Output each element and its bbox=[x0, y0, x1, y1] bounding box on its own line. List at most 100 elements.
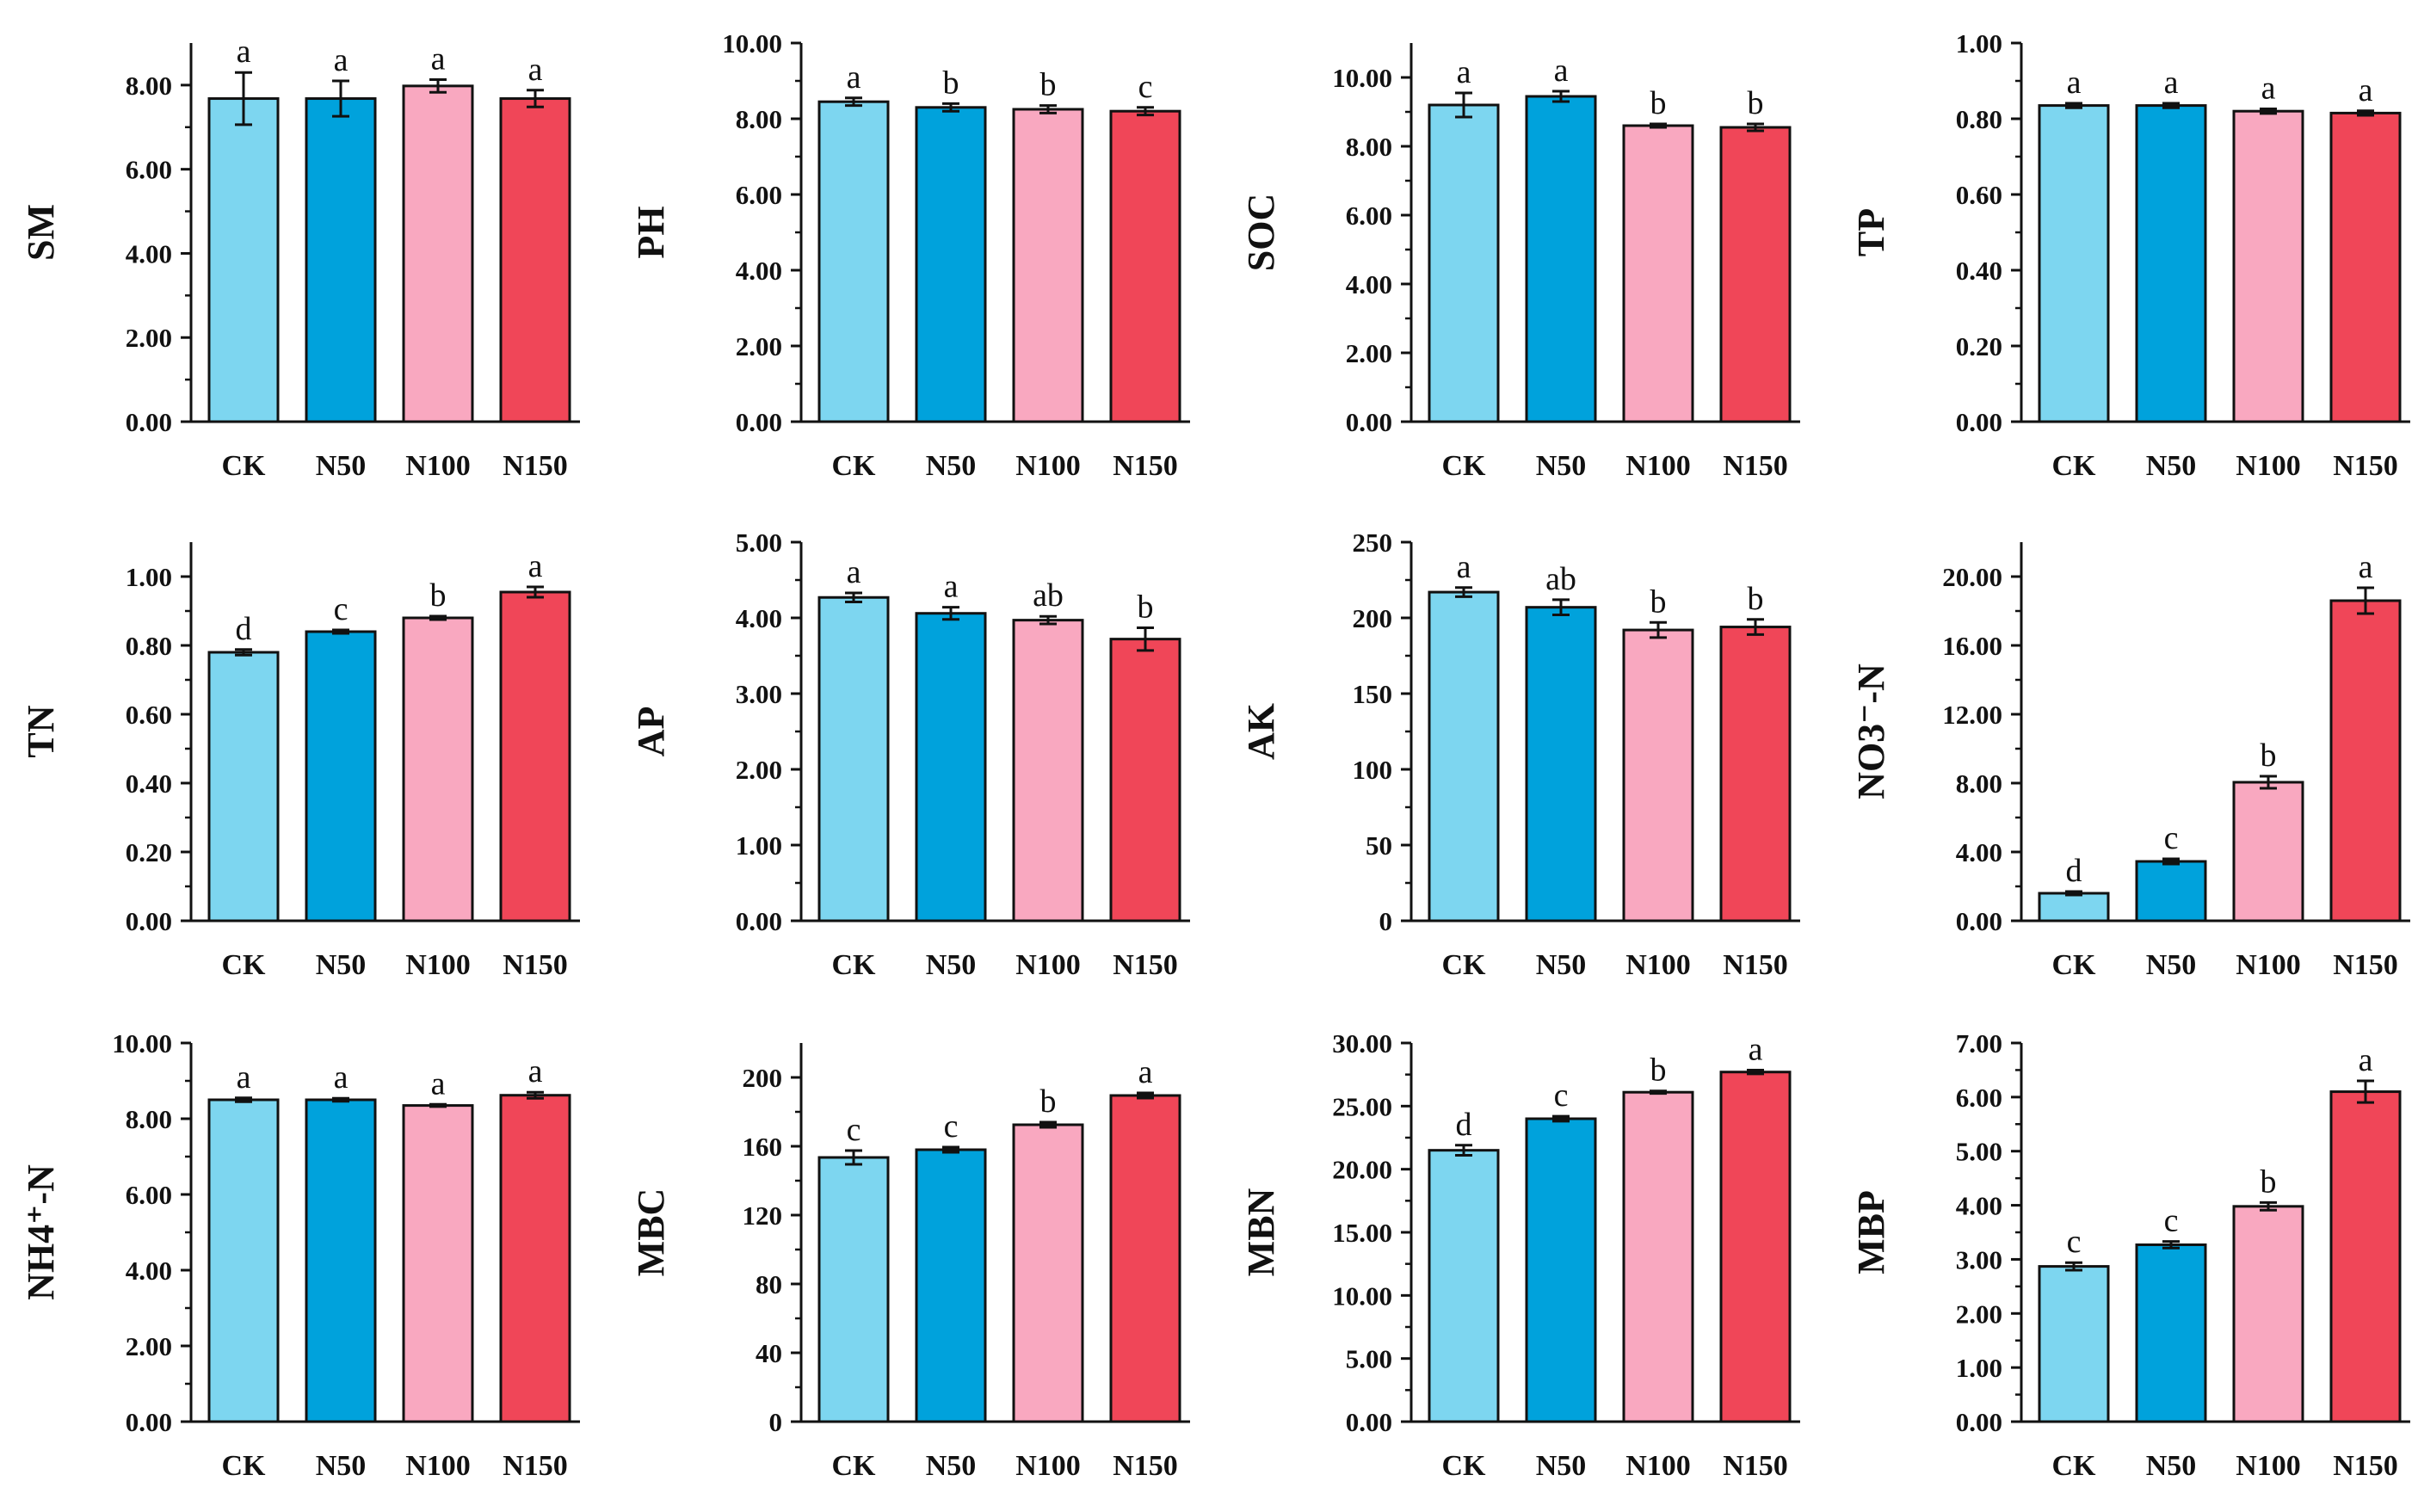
bar-ck bbox=[2038, 1265, 2110, 1423]
y-tick-label: 8.00 bbox=[736, 104, 782, 134]
error-bar bbox=[2065, 1261, 2082, 1272]
category-label: N50 bbox=[926, 1450, 977, 1482]
error-bar bbox=[1747, 618, 1764, 636]
bar-n50 bbox=[915, 1148, 987, 1423]
bar-n100 bbox=[1012, 108, 1084, 423]
y-tick-label: 200 bbox=[743, 1063, 783, 1093]
category-label: N150 bbox=[1723, 949, 1788, 981]
error-bar bbox=[2357, 586, 2374, 615]
y-tick-label: 8.00 bbox=[126, 71, 172, 101]
error-bar bbox=[2162, 102, 2180, 109]
error-bar bbox=[429, 78, 447, 94]
y-tick-label: 0.00 bbox=[1956, 906, 2002, 936]
bar-n100 bbox=[2232, 109, 2304, 423]
bar-n150 bbox=[1109, 109, 1181, 423]
error-bar bbox=[2260, 108, 2277, 115]
category-label: N100 bbox=[1015, 1450, 1081, 1482]
error-bar bbox=[332, 79, 349, 118]
category-label: CK bbox=[2052, 949, 2097, 981]
significance-letter: a bbox=[2067, 65, 2082, 101]
significance-letter: c bbox=[1554, 1077, 1569, 1114]
bar-n50 bbox=[1525, 606, 1597, 923]
bar-n100 bbox=[402, 616, 474, 923]
error-bar bbox=[332, 1096, 349, 1103]
error-bar bbox=[1650, 122, 1667, 129]
y-tick-label: 15.00 bbox=[1332, 1218, 1392, 1248]
significance-letter: b bbox=[943, 65, 959, 101]
error-bar bbox=[332, 628, 349, 635]
significance-letter: b bbox=[1650, 583, 1667, 620]
significance-letter: a bbox=[1138, 1054, 1153, 1090]
bar-ck bbox=[1428, 1149, 1500, 1423]
error-bar bbox=[2162, 857, 2180, 866]
error-bar bbox=[2357, 109, 2374, 117]
significance-letter: d bbox=[236, 611, 252, 647]
bar-n150 bbox=[2329, 599, 2402, 923]
significance-letter: d bbox=[2066, 853, 2082, 889]
significance-letter: a bbox=[2164, 65, 2179, 101]
category-label: N50 bbox=[316, 1450, 367, 1482]
category-label: N100 bbox=[1015, 949, 1081, 981]
y-tick-label: 8.00 bbox=[126, 1104, 172, 1134]
significance-letter: c bbox=[1138, 69, 1153, 105]
bar-ck bbox=[207, 97, 280, 423]
bar-n100 bbox=[402, 84, 474, 423]
error-bar bbox=[1650, 1089, 1667, 1095]
bar-n150 bbox=[1719, 126, 1792, 423]
significance-letter: b bbox=[1650, 1052, 1667, 1089]
chart-panel-soc: a CK a N50 b N100 b N150 0.00 2.00 4.00 6.00 8.00 10.… bbox=[1240, 43, 1800, 482]
bar-n150 bbox=[499, 97, 571, 423]
y-tick-label: 2.00 bbox=[126, 1331, 172, 1361]
bar-n50 bbox=[305, 1098, 377, 1423]
category-label: N100 bbox=[1625, 1450, 1691, 1482]
category-label: N100 bbox=[405, 450, 471, 482]
category-label: N50 bbox=[2146, 1450, 2197, 1482]
bar-ck bbox=[1428, 103, 1500, 423]
significance-letter: a bbox=[847, 554, 861, 590]
y-tick-label: 0.00 bbox=[126, 1407, 172, 1437]
y-tick-label: 1.00 bbox=[1956, 28, 2002, 59]
significance-letter: a bbox=[237, 1059, 251, 1095]
error-bar bbox=[2357, 1079, 2374, 1104]
significance-letter: b bbox=[1650, 85, 1667, 121]
category-label: CK bbox=[1442, 949, 1487, 981]
y-tick-label: 4.00 bbox=[736, 256, 782, 286]
error-bar bbox=[2065, 102, 2082, 109]
chart-panel-ap: a CK a N50 ab N100 b N150 0.00 1.00 2.00 3.00 4.00 5.… bbox=[630, 528, 1190, 981]
y-tick-label: 4.00 bbox=[126, 1256, 172, 1286]
category-label: CK bbox=[832, 450, 877, 482]
y-tick-label: 0.60 bbox=[1956, 180, 2002, 210]
bar-n150 bbox=[1109, 638, 1181, 923]
bar-n100 bbox=[2232, 1205, 2304, 1423]
significance-letter: a bbox=[528, 1053, 543, 1089]
category-label: N100 bbox=[2236, 949, 2301, 981]
significance-letter: d bbox=[1456, 1107, 1472, 1143]
y-tick-label: 25.00 bbox=[1332, 1091, 1392, 1121]
bar-n100 bbox=[402, 1104, 474, 1423]
chart-panel-ak: a CK ab N50 b N100 b N150 0 50 100 150 200 250 AK bbox=[1240, 528, 1800, 981]
error-bar bbox=[527, 585, 544, 599]
y-axis-title: AP bbox=[630, 707, 672, 757]
category-label: N150 bbox=[1723, 450, 1788, 482]
significance-letter: b bbox=[2261, 1163, 2277, 1200]
y-tick-label: 3.00 bbox=[736, 679, 782, 709]
y-axis-title: PH bbox=[630, 206, 672, 258]
error-bar bbox=[1039, 1120, 1057, 1129]
y-tick-label: 0.80 bbox=[126, 631, 172, 661]
y-tick-label: 0.20 bbox=[126, 837, 172, 867]
y-tick-label: 10.00 bbox=[722, 28, 782, 59]
bar-n150 bbox=[1719, 626, 1792, 923]
bar-ck bbox=[207, 651, 280, 923]
significance-letter: b bbox=[1040, 67, 1057, 103]
category-label: N150 bbox=[2333, 1450, 2398, 1482]
y-tick-label: 10.00 bbox=[1332, 1281, 1392, 1311]
category-label: N100 bbox=[405, 1450, 471, 1482]
y-tick-label: 3.00 bbox=[1956, 1244, 2002, 1274]
y-tick-label: 6.00 bbox=[736, 180, 782, 210]
y-axis-title: NH4⁺-N bbox=[20, 1164, 62, 1300]
category-label: N100 bbox=[1625, 450, 1691, 482]
bar-n50 bbox=[2135, 104, 2207, 423]
y-axis-title: NO3⁻-N bbox=[1850, 663, 1892, 799]
y-tick-label: 10.00 bbox=[112, 1028, 172, 1058]
y-tick-label: 1.00 bbox=[736, 830, 782, 861]
